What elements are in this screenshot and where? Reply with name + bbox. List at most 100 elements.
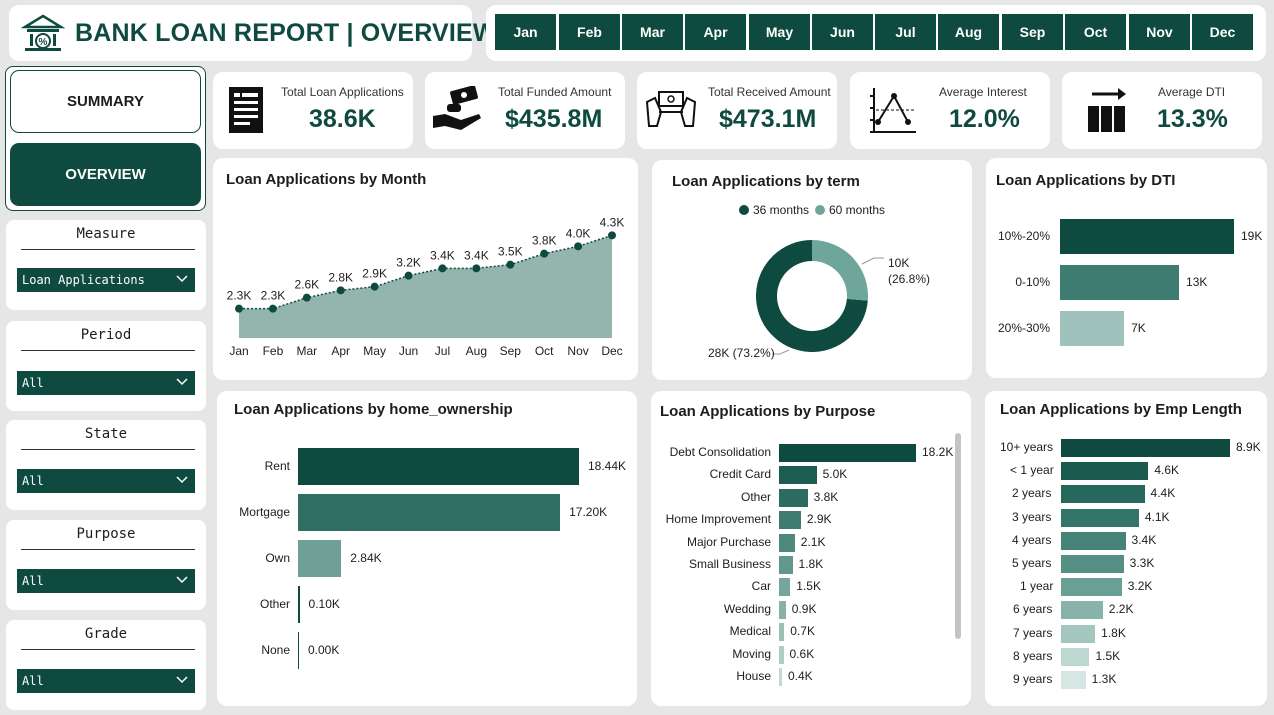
bar[interactable] <box>298 448 579 485</box>
bar[interactable] <box>779 444 916 462</box>
bar[interactable] <box>1061 624 1096 643</box>
slicer-title: Grade <box>84 626 128 642</box>
month-button-nov[interactable]: Nov <box>1129 14 1190 50</box>
bar[interactable] <box>1061 439 1230 457</box>
term-donut-chart: 10K (26.8%) 28K (73.2%) <box>708 240 930 360</box>
month-button-feb[interactable]: Feb <box>559 14 620 50</box>
data-point <box>472 264 481 273</box>
chart-title: Loan Applications by Month <box>226 171 427 188</box>
x-tick-label: Oct <box>535 344 554 358</box>
value-label: 0.7K <box>790 624 815 639</box>
month-button-mar[interactable]: Mar <box>622 14 683 50</box>
data-label: 10K <box>888 256 909 270</box>
bar[interactable] <box>298 586 300 623</box>
bar[interactable] <box>779 556 793 574</box>
x-tick-label: Feb <box>263 344 284 358</box>
bar[interactable] <box>1061 647 1090 666</box>
kpi-average-interest: Average Interest 12.0% <box>850 72 1050 149</box>
bar[interactable] <box>1061 671 1086 689</box>
bar[interactable] <box>779 600 786 619</box>
value-label: 4.1K <box>1144 509 1170 524</box>
bar[interactable] <box>298 540 342 577</box>
value-label: 3.3K <box>1129 556 1155 570</box>
data-label: 2.3K <box>227 289 252 303</box>
bar[interactable] <box>1060 219 1234 254</box>
data-label: 28K (73.2%) <box>708 346 775 360</box>
category-label: 10+ years <box>1000 440 1054 454</box>
slicer-title: Period <box>80 327 132 343</box>
x-tick-label: Jun <box>399 344 418 358</box>
slicer-state: State All <box>6 420 206 510</box>
grade-dropdown[interactable]: All <box>17 669 195 693</box>
slicer-title: State <box>84 426 128 442</box>
slicer-measure: Measure Loan Applications <box>6 220 206 310</box>
month-button-jan[interactable]: Jan <box>495 14 556 50</box>
bar[interactable] <box>1061 531 1126 550</box>
month-button-oct[interactable]: Oct <box>1065 14 1126 50</box>
divider <box>21 649 195 650</box>
month-button-apr[interactable]: Apr <box>685 14 746 50</box>
purpose-dropdown[interactable]: All <box>17 569 195 593</box>
value-label: 2.2K <box>1108 602 1134 617</box>
bar[interactable] <box>779 533 795 552</box>
category-label: None <box>261 642 290 657</box>
category-label: 3 years <box>1012 509 1052 524</box>
month-button-jun[interactable]: Jun <box>812 14 873 50</box>
bar[interactable] <box>779 511 801 530</box>
kpi-value: 12.0% <box>949 105 1020 133</box>
bar[interactable] <box>1061 462 1149 481</box>
kpi-total-funded-amount: Total Funded Amount $435.8M <box>425 72 625 149</box>
month-button-may[interactable]: May <box>749 14 810 50</box>
slicer-period: Period All <box>6 321 206 411</box>
bar[interactable] <box>298 632 299 669</box>
data-label: 3.8K <box>532 234 557 248</box>
category-label: Car <box>751 579 771 594</box>
bar[interactable] <box>1061 508 1139 527</box>
bar[interactable] <box>1060 265 1180 300</box>
data-point <box>336 286 345 295</box>
bar[interactable] <box>1060 311 1125 346</box>
bar[interactable] <box>779 578 791 597</box>
month-button-jul[interactable]: Jul <box>875 14 936 50</box>
divider <box>21 549 195 550</box>
dti-bars-icon <box>1088 88 1126 132</box>
chart-card-month: Loan Applications by Month 2.3K Jan 2.3K Fe… <box>213 158 638 380</box>
month-area-chart: 2.3K Jan 2.3K Feb 2.6K Mar 2.8K Apr 2.9K May 3.2K J… <box>227 215 625 358</box>
data-label: 4.0K <box>566 226 591 240</box>
month-button-aug[interactable]: Aug <box>938 14 999 50</box>
bar[interactable] <box>779 645 784 664</box>
month-button-sep[interactable]: Sep <box>1002 14 1063 50</box>
category-label: 0-10% <box>1015 274 1050 289</box>
value-label: 2.9K <box>806 512 832 527</box>
summary-button[interactable]: SUMMARY <box>10 70 201 133</box>
bar[interactable] <box>1061 555 1124 573</box>
category-label: Major Purchase <box>686 534 771 549</box>
category-label: 8 years <box>1013 648 1053 663</box>
value-label: 2.1K <box>800 534 826 549</box>
bar[interactable] <box>1061 485 1145 504</box>
period-dropdown[interactable]: All <box>17 371 195 395</box>
legend-marker-36 <box>739 205 749 215</box>
bar[interactable] <box>779 668 782 686</box>
bar[interactable] <box>1061 578 1122 597</box>
bar[interactable] <box>779 488 808 507</box>
scrollbar[interactable] <box>955 433 961 639</box>
state-dropdown[interactable]: All <box>17 469 195 493</box>
kpi-label: Total Loan Applications <box>281 85 404 99</box>
data-point <box>404 271 413 280</box>
divider <box>21 350 195 351</box>
value-label: 18.44K <box>588 458 627 473</box>
bar[interactable] <box>779 466 817 485</box>
measure-dropdown[interactable]: Loan Applications <box>17 268 195 292</box>
bar[interactable] <box>1061 601 1103 620</box>
slicer-purpose: Purpose All <box>6 520 206 610</box>
overview-button[interactable]: OVERVIEW <box>10 143 201 206</box>
bar[interactable] <box>298 494 561 531</box>
value-label: 1.5K <box>796 579 821 594</box>
kpi-label: Total Received Amount <box>708 85 831 99</box>
value-label: 0.9K <box>791 601 817 616</box>
bar[interactable] <box>779 623 785 642</box>
category-label: House <box>736 669 771 683</box>
data-point <box>302 293 311 302</box>
month-button-dec[interactable]: Dec <box>1192 14 1253 50</box>
